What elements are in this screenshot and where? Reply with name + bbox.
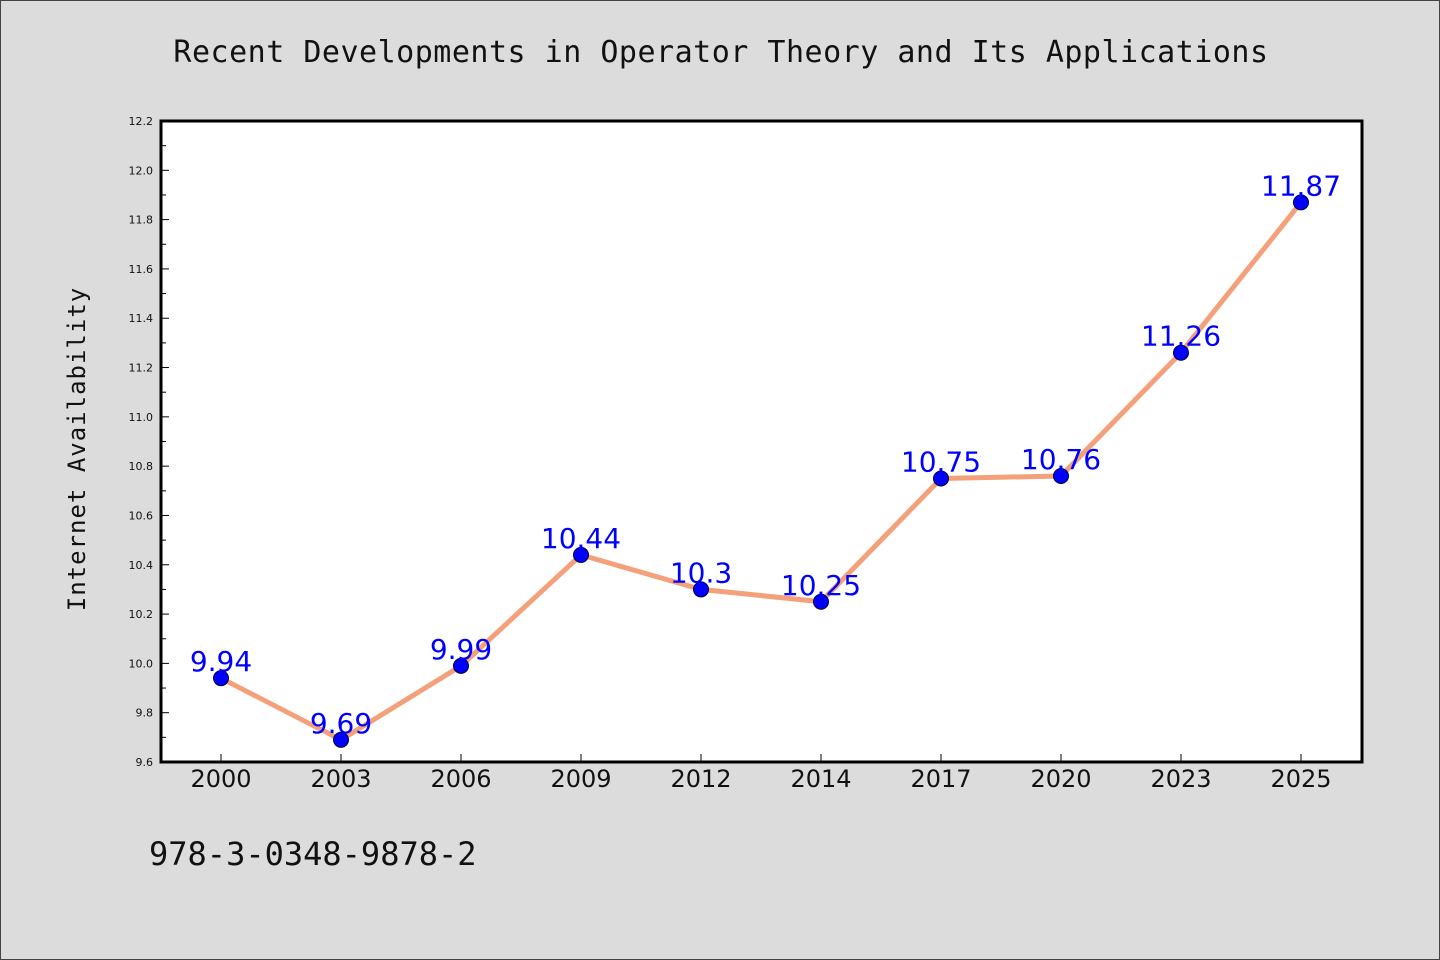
x-tick-label: 2003	[310, 765, 371, 793]
x-tick-label: 2009	[550, 765, 611, 793]
data-point	[213, 670, 229, 687]
data-point	[813, 593, 829, 610]
data-label: 9.94	[190, 645, 252, 678]
y-tick-label: 9.8	[136, 707, 154, 720]
plot-frame	[159, 119, 1364, 764]
y-tick-label: 9.6	[136, 756, 154, 769]
data-labels: 9.94 9.69 9.99 10.44 10.3 10.25 10.75 10.76 11.2…	[190, 169, 1341, 739]
x-tick-label: 2020	[1030, 765, 1091, 793]
y-tick-label: 11.6	[129, 263, 154, 276]
isbn-code: 978-3-0348-9878-2	[149, 835, 477, 873]
data-point	[573, 546, 589, 563]
y-tick-label: 10.2	[129, 608, 154, 621]
y-tick-label: 10.0	[129, 657, 154, 670]
plot-area	[161, 121, 1362, 762]
x-tick-label: 2014	[790, 765, 851, 793]
y-tick-label: 10.4	[129, 559, 154, 572]
data-label: 10.44	[541, 522, 621, 555]
y-tick-label: 10.6	[129, 509, 154, 522]
chart-title: Recent Developments in Operator Theory a…	[173, 35, 1269, 70]
y-tick-label: 12.2	[129, 115, 154, 128]
data-label: 10.25	[781, 569, 861, 602]
data-label: 10.76	[1021, 443, 1101, 476]
x-tick-label: 2006	[430, 765, 491, 793]
data-label: 10.75	[901, 445, 981, 478]
y-axis: 9.6 9.8 10.0 10.2 10.4 10.6 10.8 11.0 11.2 11.4 11…	[129, 115, 169, 769]
data-label: 9.69	[310, 707, 372, 740]
x-axis: 2000 2003 2006 2009 2012 2014 2017 2020 2023 2025	[190, 754, 1332, 793]
data-label: 11.87	[1261, 169, 1341, 202]
y-tick-label: 11.4	[129, 312, 154, 325]
data-point	[1053, 468, 1069, 485]
data-label: 10.3	[670, 556, 732, 589]
y-tick-label: 11.8	[129, 214, 154, 227]
y-tick-label: 10.8	[129, 460, 154, 473]
data-point	[693, 581, 709, 598]
data-markers	[213, 194, 1309, 748]
x-tick-label: 2012	[670, 765, 731, 793]
y-tick-label: 11.2	[129, 362, 154, 375]
data-point	[453, 657, 469, 674]
data-label: 9.99	[430, 633, 492, 666]
data-point	[1173, 344, 1189, 361]
series-line	[218, 199, 1304, 743]
x-tick-label: 2023	[1150, 765, 1211, 793]
y-tick-label: 12.0	[129, 164, 154, 177]
data-point	[933, 470, 949, 487]
x-tick-label: 2025	[1270, 765, 1331, 793]
x-tick-label: 2017	[910, 765, 971, 793]
data-point	[1293, 194, 1309, 211]
data-label: 11.26	[1141, 320, 1221, 353]
y-tick-label: 11.0	[129, 411, 154, 424]
data-point	[333, 731, 349, 748]
x-tick-label: 2000	[190, 765, 251, 793]
